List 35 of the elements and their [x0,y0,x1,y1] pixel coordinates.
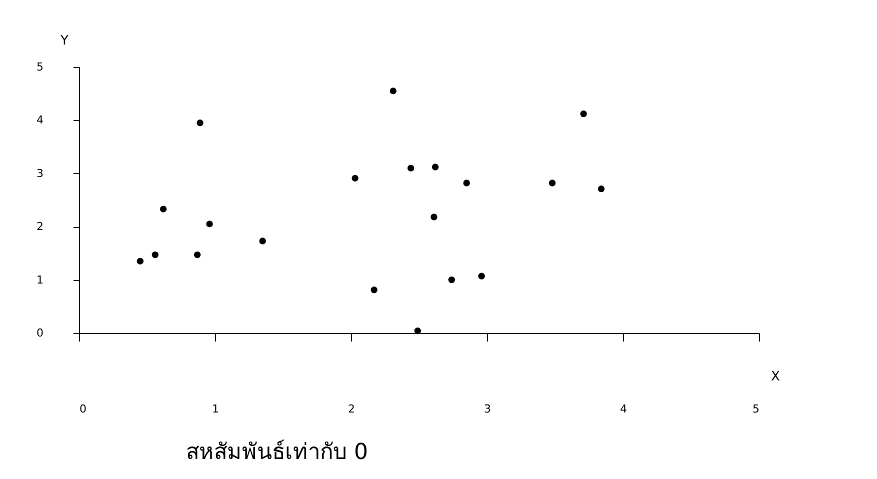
x-tick-label: 2 [348,402,355,416]
x-tick-label: 1 [212,402,219,416]
x-axis-title: X [771,370,780,384]
point [194,251,201,258]
y-tick-label: 0 [36,326,44,340]
x-tick-label: 4 [620,402,627,416]
point [598,185,605,192]
y-tick-label: 5 [36,60,44,74]
point [463,180,470,186]
point [352,174,358,182]
point [478,272,485,280]
text: สหสัมพันธ์เท่ากับ 0 [186,440,368,465]
point [136,258,144,265]
point [390,88,397,94]
point [259,238,266,244]
point [448,276,455,284]
point [407,164,414,172]
point [370,286,378,294]
y-tick-label: 3 [36,166,44,180]
point [206,220,213,228]
point [430,214,438,220]
point [548,180,556,186]
y-tick-label: 2 [36,220,44,234]
y-tick-label: 4 [36,114,44,127]
point [432,164,439,170]
point [152,251,159,258]
y-tick-label: 1 [36,273,44,286]
x-tick-label: 0 [80,402,86,416]
point [414,328,421,334]
y-axis-title: Y [60,34,69,48]
x-tick-label: 5 [752,402,760,416]
point [160,206,167,212]
point [196,120,204,126]
point [580,110,587,118]
x-tick-label: 3 [484,402,491,416]
